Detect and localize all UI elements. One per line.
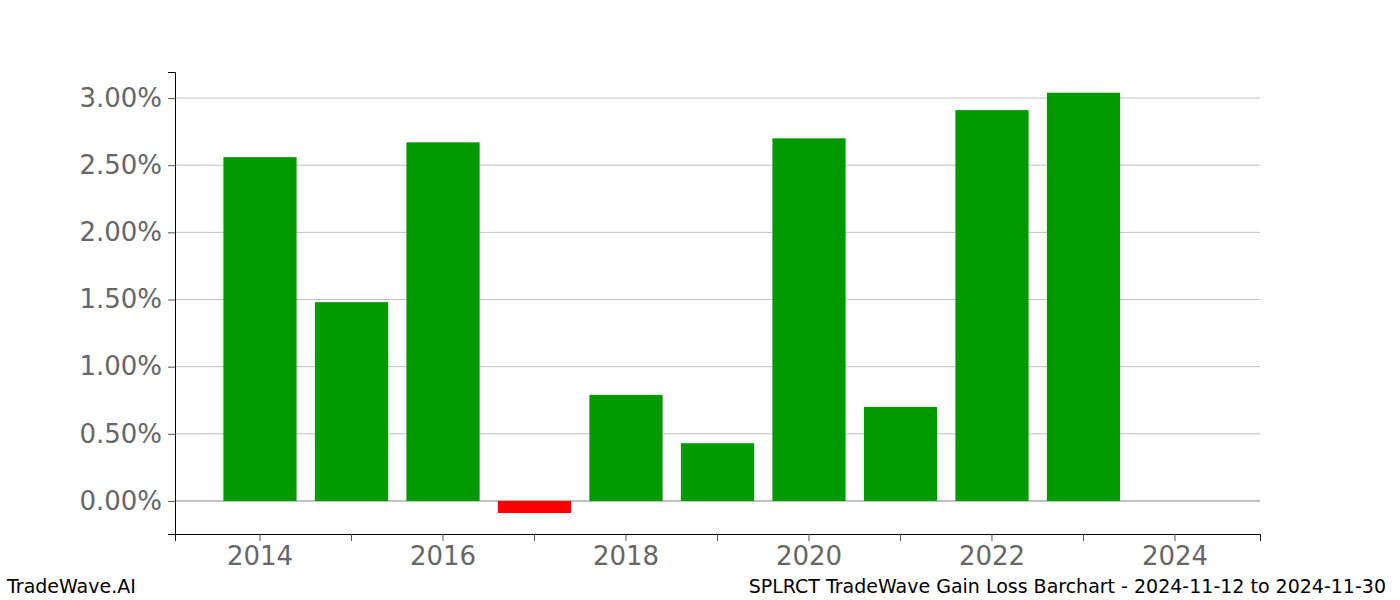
bar: [589, 395, 662, 501]
tick: [534, 534, 535, 541]
chart: 0.00%0.50%1.00%1.50%2.00%2.50%3.00%20142…: [0, 0, 1400, 600]
tick-label: 1.50%: [79, 284, 162, 314]
x-axis: 2014 2016 2018 2020 2022 2024: [176, 534, 1261, 571]
tick-mark: [168, 501, 175, 502]
tick: 1.50%: [79, 284, 175, 314]
tick-mark: [168, 232, 175, 233]
tick-mark: [626, 534, 627, 541]
tick-mark: [168, 367, 175, 368]
tick: 2.00%: [79, 217, 175, 247]
axis-line: [176, 535, 1261, 542]
bar: [1047, 93, 1120, 501]
tick-mark: [168, 98, 175, 99]
title: SPLRCT TradeWave Gain Loss Barchart - 20…: [749, 575, 1386, 597]
tick: 2022: [959, 534, 1025, 571]
tick-label: 2018: [593, 541, 659, 571]
tick: 0.50%: [79, 419, 175, 449]
tick-label: 2.00%: [79, 217, 162, 247]
tick: 2024: [1142, 534, 1208, 571]
bar: [1138, 500, 1211, 501]
tick-mark: [1174, 534, 1175, 541]
tick: 2014: [227, 534, 293, 571]
tick-label: 1.00%: [79, 351, 162, 381]
tick: 2016: [410, 534, 476, 571]
tick: 0.00%: [79, 486, 175, 516]
tick: 3.00%: [79, 83, 175, 113]
tick: 1.00%: [79, 351, 175, 381]
tick: [351, 534, 352, 541]
bar: [772, 138, 845, 501]
tick-mark: [168, 300, 175, 301]
tick-label: 0.00%: [79, 486, 162, 516]
tick: 2.50%: [79, 150, 175, 180]
tick: [717, 534, 718, 541]
bar: [955, 110, 1028, 501]
bar: [406, 142, 479, 501]
tick-mark: [808, 534, 809, 541]
bar: [864, 407, 937, 501]
bar: [315, 302, 388, 501]
tick-mark: [351, 534, 352, 541]
tick-label: 2016: [410, 541, 476, 571]
tick-label: 2.50%: [79, 150, 162, 180]
bar: [681, 443, 754, 501]
tick: 2020: [776, 534, 842, 571]
tick-label: 3.00%: [79, 83, 162, 113]
tick: 2018: [593, 534, 659, 571]
tick-label: 2022: [959, 541, 1025, 571]
tick-mark: [991, 534, 992, 541]
tick-mark: [443, 534, 444, 541]
bar: [498, 501, 571, 513]
tick-label: 0.50%: [79, 419, 162, 449]
tick-mark: [534, 534, 535, 541]
tick-mark: [260, 534, 261, 541]
axis-line: [168, 73, 176, 535]
tick-label: 2014: [227, 541, 293, 571]
tick: [1083, 534, 1084, 541]
bars: [223, 93, 1120, 513]
tick-mark: [900, 534, 901, 541]
tick-mark: [717, 534, 718, 541]
annotation: TradeWave.AI: [6, 575, 136, 597]
tick: [900, 534, 901, 541]
tick-label: 2020: [776, 541, 842, 571]
tick-mark: [1083, 534, 1084, 541]
tick-mark: [168, 165, 175, 166]
tick-mark: [168, 434, 175, 435]
y-axis: 0.00% 0.50% 1.00% 1.50% 2.00% 2.50% 3.00%: [79, 73, 175, 535]
tick-label: 2024: [1142, 541, 1208, 571]
bar: [223, 157, 296, 501]
